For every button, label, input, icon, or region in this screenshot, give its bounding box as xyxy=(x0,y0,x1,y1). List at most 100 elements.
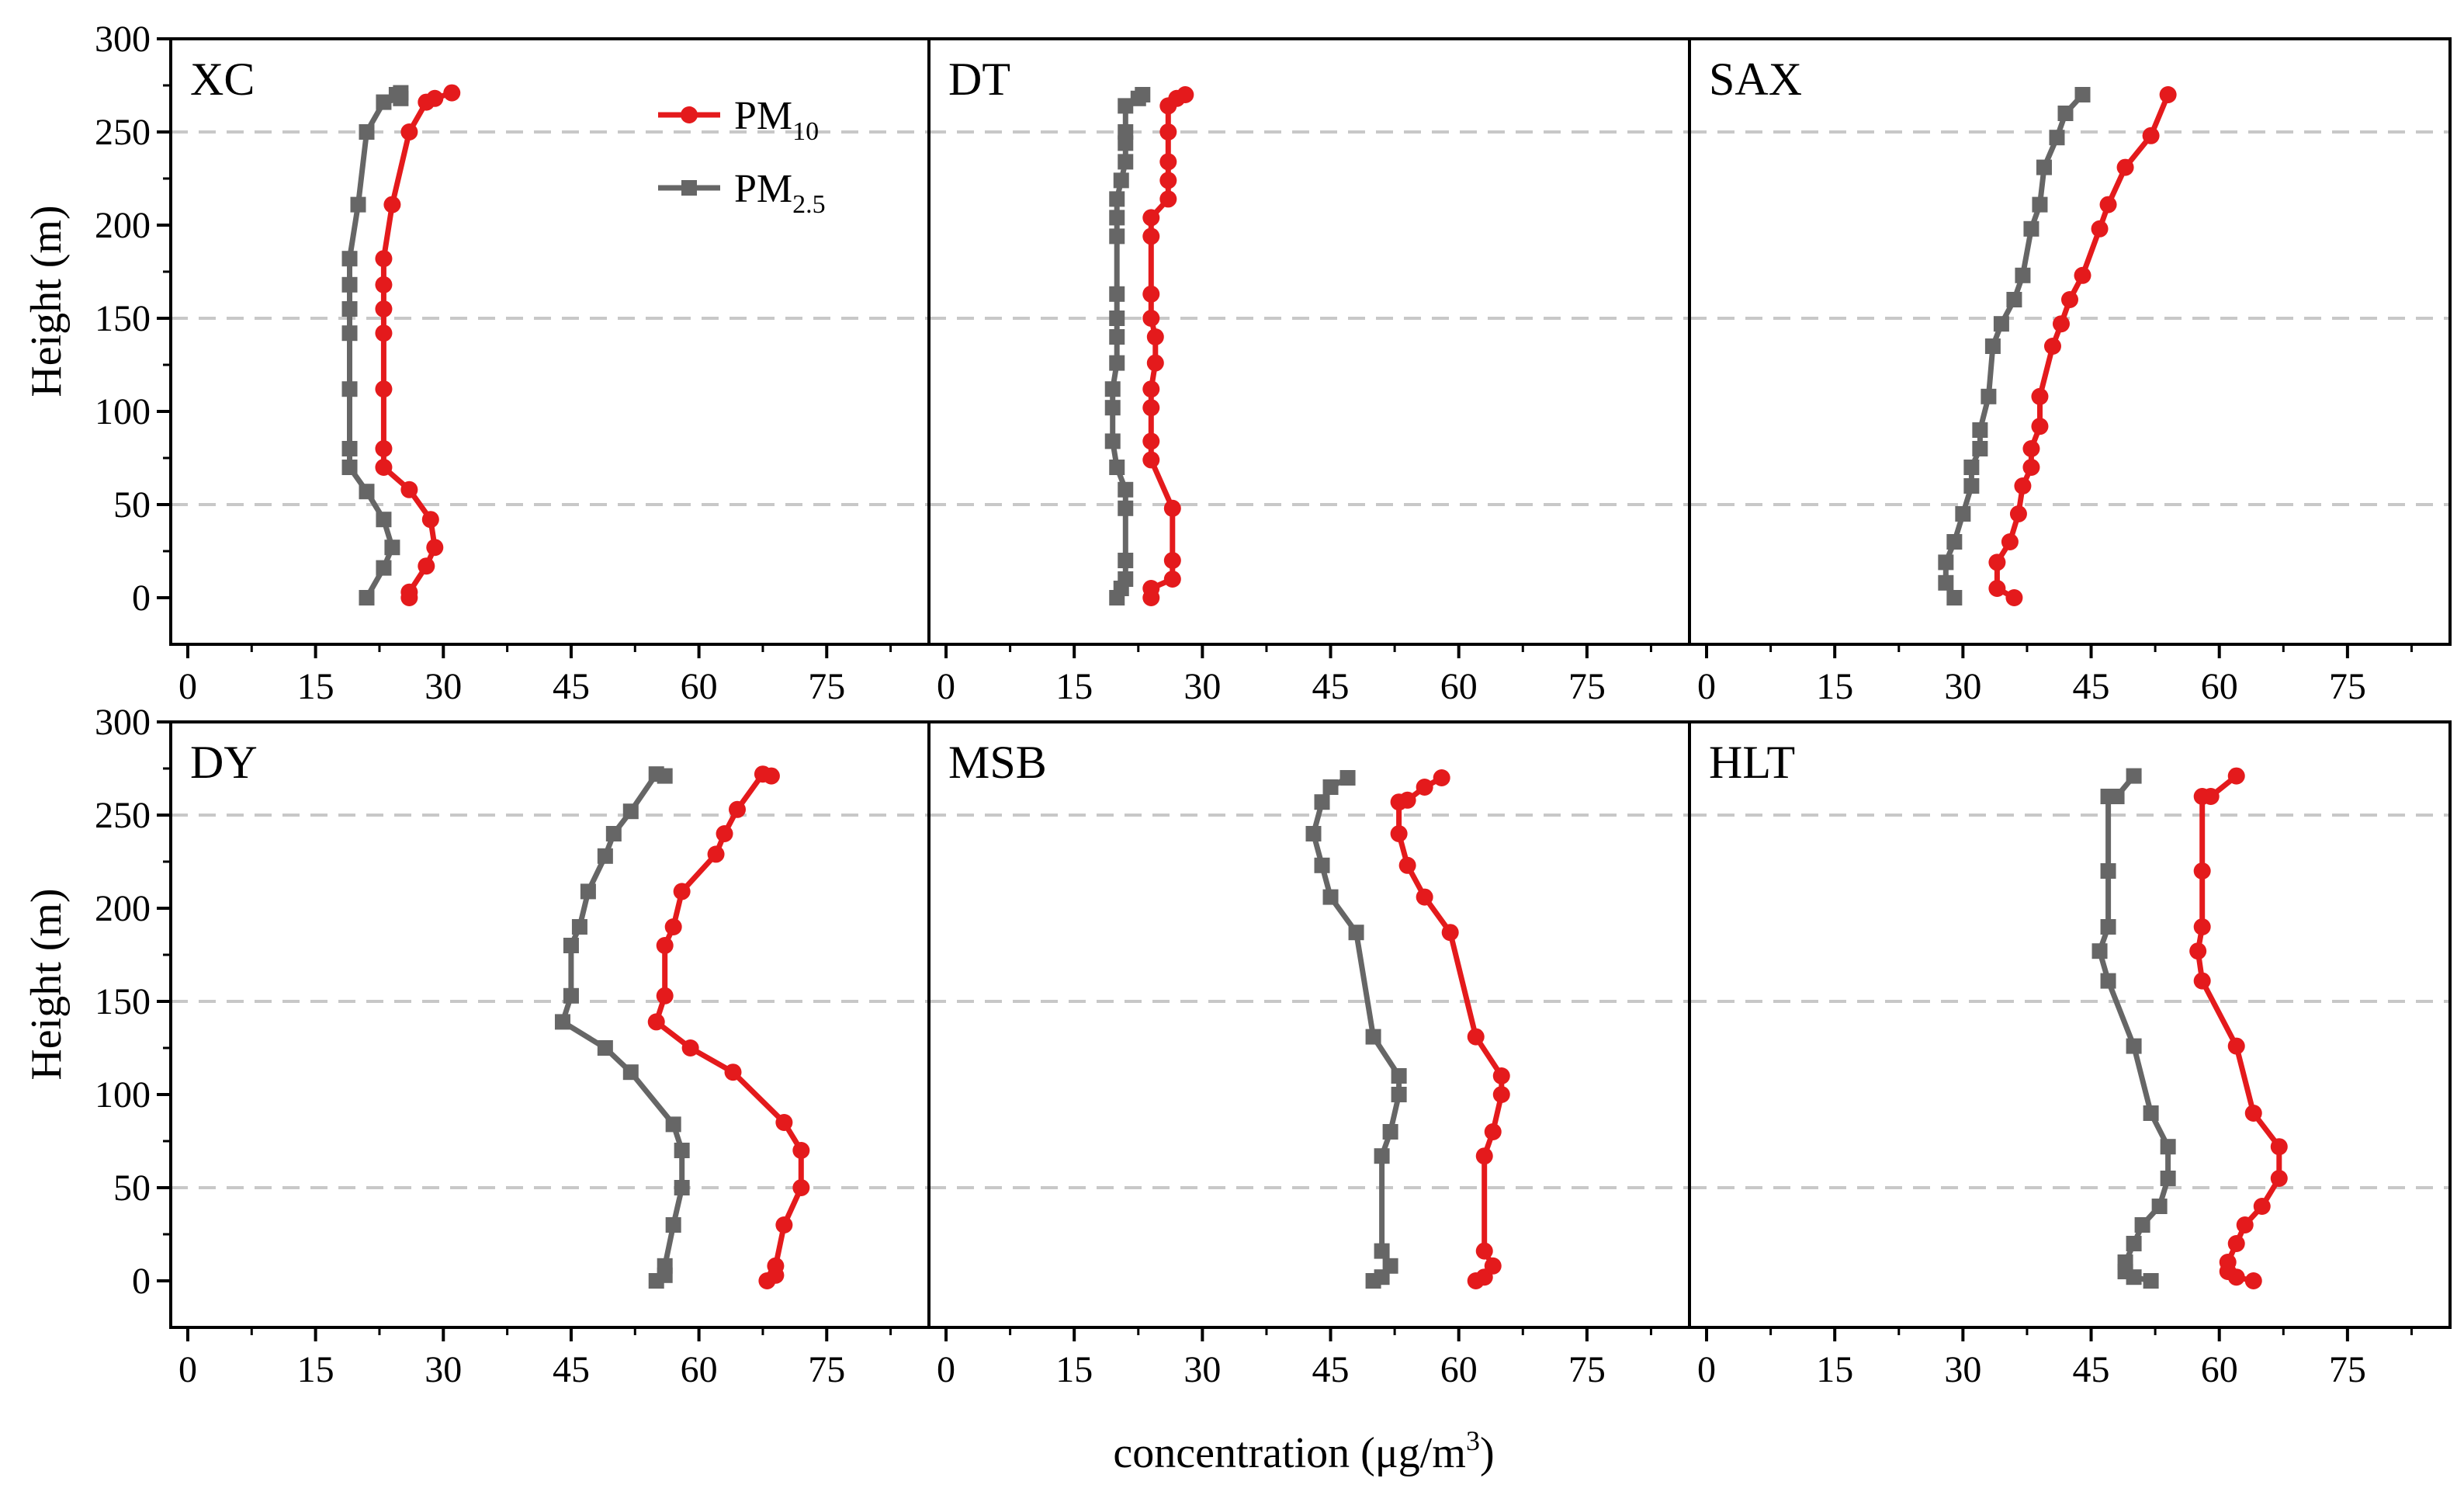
y-tick-label: 100 xyxy=(95,1074,151,1115)
data-point xyxy=(1159,153,1177,171)
data-point xyxy=(2244,1272,2262,1289)
data-point xyxy=(1390,825,1408,842)
data-point xyxy=(2032,196,2048,213)
x-tick-label: 0 xyxy=(1697,666,1716,707)
data-point xyxy=(426,539,444,557)
data-point xyxy=(2143,1105,2159,1121)
data-point xyxy=(597,848,613,864)
data-point xyxy=(1118,124,1134,140)
data-point xyxy=(1963,460,1980,475)
panel-frame xyxy=(1688,37,2452,646)
x-axis-title-tail: ) xyxy=(1480,1429,1495,1477)
series-pm25 xyxy=(2091,768,2176,1289)
data-point xyxy=(554,1014,570,1030)
data-point xyxy=(400,583,418,601)
data-point xyxy=(421,511,439,529)
data-point xyxy=(563,938,579,953)
data-point xyxy=(341,381,358,397)
data-point xyxy=(775,1216,793,1233)
data-point xyxy=(2022,459,2040,476)
data-point xyxy=(1484,1123,1502,1140)
data-point xyxy=(2099,196,2117,213)
data-point xyxy=(1475,1242,1493,1260)
data-point xyxy=(359,590,375,605)
data-point xyxy=(1118,500,1134,516)
data-point xyxy=(1109,210,1125,226)
data-point xyxy=(716,825,733,842)
data-point xyxy=(426,89,444,107)
data-point xyxy=(1433,769,1450,786)
data-point xyxy=(1416,779,1433,796)
series-pm25 xyxy=(1305,770,1407,1289)
x-tick-label: 60 xyxy=(2201,666,2238,707)
data-point xyxy=(2270,1138,2288,1156)
data-point xyxy=(1484,1257,1502,1275)
panel-name-label: MSB xyxy=(948,737,1047,788)
legend-entry-pm25: PM2.5 xyxy=(658,167,826,219)
y-tick-label: 100 xyxy=(95,391,151,432)
x-tick-label: 30 xyxy=(1183,1349,1221,1390)
data-point xyxy=(2052,315,2070,333)
series-pm10 xyxy=(1988,86,2177,606)
series-pm25 xyxy=(1938,87,2091,605)
data-point xyxy=(1109,460,1125,475)
data-point xyxy=(1391,1068,1407,1084)
y-tick-label: 50 xyxy=(113,1168,151,1209)
data-point xyxy=(2074,87,2091,102)
series-pm25 xyxy=(1104,87,1151,605)
x-tick-label: 15 xyxy=(297,1349,334,1390)
data-point xyxy=(2270,1170,2288,1187)
data-point xyxy=(1339,770,1356,786)
x-tick-label: 30 xyxy=(1944,666,1981,707)
data-point xyxy=(729,800,747,818)
data-point xyxy=(1416,888,1433,906)
data-point xyxy=(1348,925,1364,941)
panel-hlt: 0 15 30 45 60 75 HLT xyxy=(1688,720,2452,1390)
data-point xyxy=(1963,478,1980,494)
data-point xyxy=(383,196,401,213)
legend-entry-pm10: PM10 xyxy=(658,94,819,146)
panel-frame xyxy=(1688,720,2452,1329)
data-point xyxy=(1113,172,1129,189)
x-tick-label: 30 xyxy=(1183,666,1221,707)
data-point xyxy=(1972,422,1988,438)
data-point xyxy=(443,84,461,102)
data-point xyxy=(2116,158,2134,176)
x-tick-label: 75 xyxy=(1568,1349,1606,1390)
data-point xyxy=(2022,440,2040,457)
data-point xyxy=(1142,285,1160,303)
data-point xyxy=(1109,329,1125,345)
x-tick-label: 0 xyxy=(178,1349,197,1390)
data-point xyxy=(341,301,358,317)
data-point xyxy=(673,883,691,900)
data-point xyxy=(674,1143,690,1158)
data-point xyxy=(1109,286,1125,302)
panel-name-label: SAX xyxy=(1709,54,1802,105)
series-pm10 xyxy=(375,84,461,606)
data-point xyxy=(1142,227,1160,245)
panel-dy: 0 15 30 45 60 75 0 50 100 150 200 250 300 DY xyxy=(95,702,930,1390)
data-point xyxy=(580,883,596,900)
y-tick-label: 250 xyxy=(95,795,151,836)
data-point xyxy=(1146,328,1164,345)
data-point xyxy=(1988,580,2006,597)
x-tick-label: 75 xyxy=(1568,666,1606,707)
data-point xyxy=(2219,1254,2237,1271)
panel-frame xyxy=(927,37,1691,646)
x-tick-label: 60 xyxy=(2201,1349,2238,1390)
data-point xyxy=(2001,533,2019,550)
x-tick-label: 60 xyxy=(1440,666,1478,707)
data-point xyxy=(674,1180,690,1195)
legend-label-subscript: 2.5 xyxy=(792,190,826,219)
data-point xyxy=(2006,292,2022,307)
x-tick-label: 60 xyxy=(1440,1349,1478,1390)
data-point xyxy=(2014,477,2032,494)
x-tick-label: 45 xyxy=(2073,1349,2110,1390)
data-point xyxy=(1993,316,2009,332)
data-point xyxy=(1314,794,1330,810)
data-point xyxy=(1159,123,1177,141)
x-tick-label: 0 xyxy=(1697,1349,1716,1390)
legend-label-base: PM xyxy=(734,94,792,138)
data-point xyxy=(1972,441,1988,456)
